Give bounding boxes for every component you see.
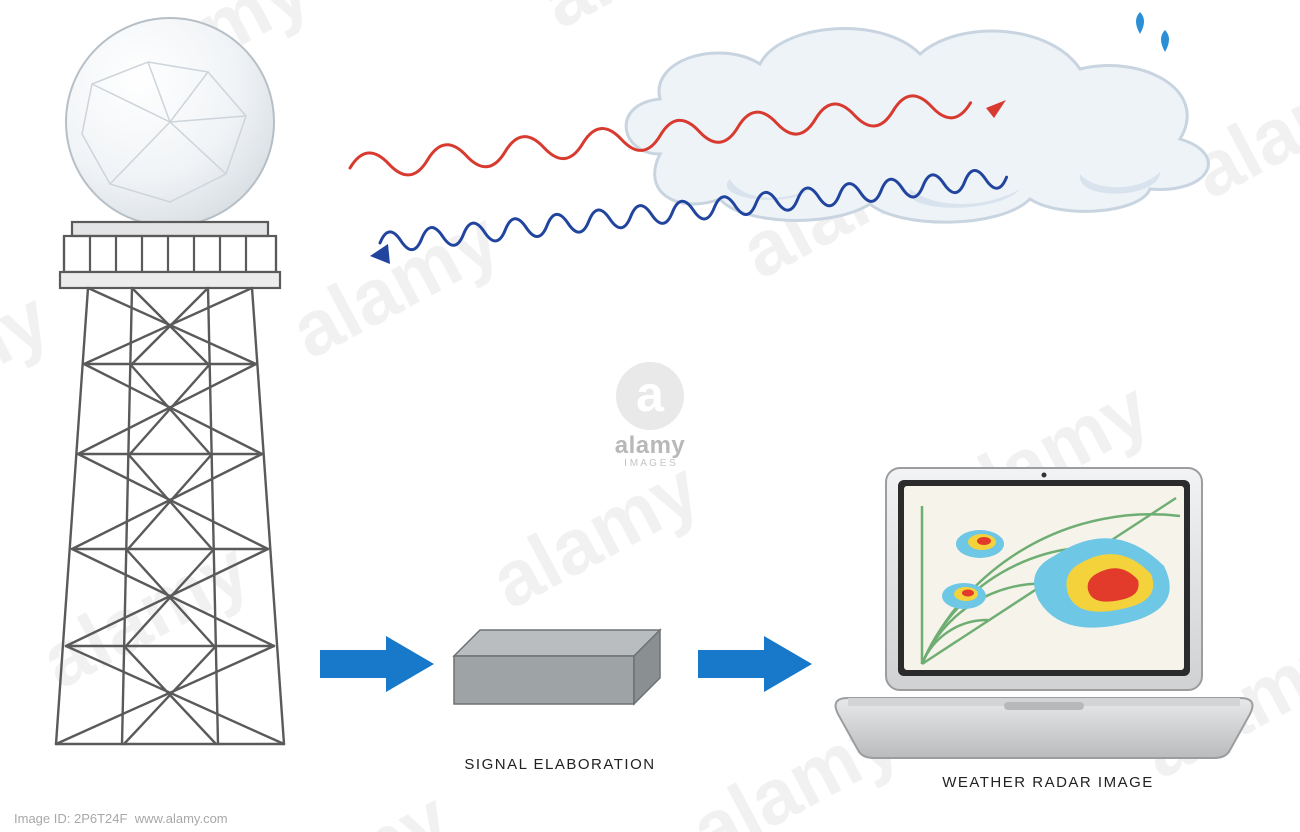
watermark-center: a alamy I M A G E S (580, 362, 720, 469)
signal-elaboration-label: SIGNAL ELABORATION (440, 756, 680, 773)
laptop (828, 462, 1258, 772)
radar-blob-small-2 (942, 583, 986, 609)
emitted-wave-arrowhead (986, 100, 1006, 118)
emitted-wave (349, 90, 972, 181)
raindrops-icon (1136, 12, 1169, 52)
diagram-canvas: alamy alamy alamy alamy alamy alamy alam… (0, 0, 1300, 832)
signal-elaboration-box (452, 612, 672, 722)
watermark-footer-id: Image ID: 2P6T24F www.alamy.com (14, 811, 228, 826)
flow-arrow-1 (318, 632, 438, 696)
svg-text:alamy: alamy (227, 773, 464, 832)
radar-waves (310, 48, 1120, 288)
svg-text:alamy: alamy (477, 443, 714, 625)
radar-tower (30, 14, 310, 754)
weather-radar-image-label: WEATHER RADAR IMAGE (908, 774, 1188, 791)
flow-arrow-2 (696, 632, 816, 696)
returned-wave (379, 167, 1008, 253)
radar-blob-small-1 (956, 530, 1004, 558)
returned-wave-arrowhead (370, 244, 390, 264)
